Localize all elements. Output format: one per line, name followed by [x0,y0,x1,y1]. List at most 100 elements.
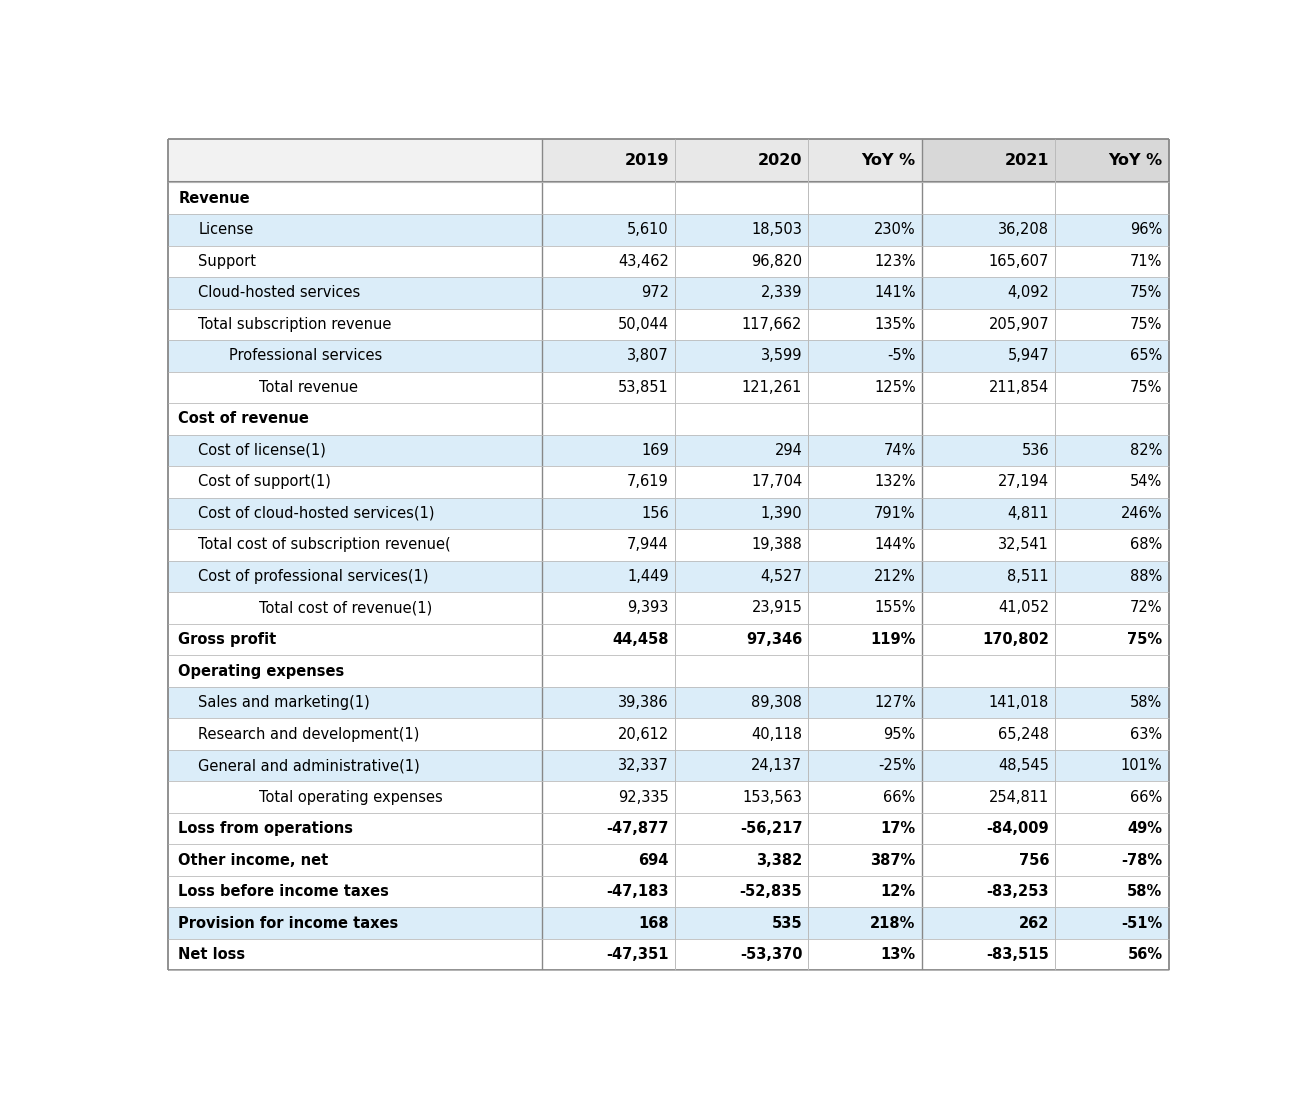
Text: 32,541: 32,541 [999,537,1050,552]
Bar [168,844,1168,876]
Text: 9,393: 9,393 [627,601,669,616]
Text: 19,388: 19,388 [751,537,802,552]
Text: 24,137: 24,137 [751,758,802,773]
Text: 119%: 119% [870,632,915,647]
Text: Total subscription revenue: Total subscription revenue [198,317,391,332]
Bar [168,497,1168,529]
Text: Cost of license(1): Cost of license(1) [198,442,326,458]
Text: Total operating expenses: Total operating expenses [259,789,443,805]
Text: 4,527: 4,527 [760,569,802,584]
Text: 132%: 132% [874,474,915,490]
Text: 17%: 17% [880,821,915,836]
Bar [168,750,1168,782]
Text: 1,449: 1,449 [627,569,669,584]
Text: 95%: 95% [883,727,915,741]
Text: -5%: -5% [887,348,915,363]
Text: 58%: 58% [1127,884,1162,899]
Bar [168,403,1168,435]
Text: 5,947: 5,947 [1008,348,1050,363]
Text: 4,811: 4,811 [1008,506,1050,520]
Text: 39,386: 39,386 [618,695,669,710]
Text: 170,802: 170,802 [982,632,1050,647]
Text: 75%: 75% [1128,632,1162,647]
Text: 254,811: 254,811 [988,789,1050,805]
Text: 125%: 125% [874,380,915,395]
Text: 88%: 88% [1131,569,1162,584]
Bar [168,435,1168,467]
Text: -83,515: -83,515 [986,948,1050,962]
Text: Loss before income taxes: Loss before income taxes [179,884,389,899]
Text: Cost of support(1): Cost of support(1) [198,474,331,490]
Text: 75%: 75% [1131,317,1162,332]
Text: 68%: 68% [1131,537,1162,552]
Text: 230%: 230% [874,222,915,237]
Text: Gross profit: Gross profit [179,632,276,647]
Text: 141%: 141% [874,285,915,301]
Text: 117,662: 117,662 [742,317,802,332]
Bar [168,214,1168,246]
Text: General and administrative(1): General and administrative(1) [198,758,420,773]
Bar [168,686,1168,718]
Text: 155%: 155% [874,601,915,616]
Text: 40,118: 40,118 [751,727,802,741]
Text: 127%: 127% [874,695,915,710]
Text: 53,851: 53,851 [618,380,669,395]
Text: -56,217: -56,217 [739,821,802,836]
Text: Support: Support [198,254,257,269]
Text: Professional services: Professional services [228,348,382,363]
Text: 246%: 246% [1121,506,1162,520]
Text: 294: 294 [775,442,802,458]
Text: -47,877: -47,877 [606,821,669,836]
Text: Loss from operations: Loss from operations [179,821,353,836]
Text: 65,248: 65,248 [998,727,1050,741]
Text: 82%: 82% [1131,442,1162,458]
Text: 121,261: 121,261 [742,380,802,395]
Text: 791%: 791% [874,506,915,520]
Bar [168,656,1168,686]
Text: Operating expenses: Operating expenses [179,663,344,679]
Text: 89,308: 89,308 [751,695,802,710]
Text: -47,351: -47,351 [606,948,669,962]
Bar [168,529,1168,561]
Text: 205,907: 205,907 [988,317,1050,332]
Text: Total cost of subscription revenue(: Total cost of subscription revenue( [198,537,451,552]
Bar [168,876,1168,907]
Text: 27,194: 27,194 [998,474,1050,490]
Bar [168,182,1168,214]
Text: -53,370: -53,370 [739,948,802,962]
Text: -52,835: -52,835 [739,884,802,899]
Bar [922,138,1168,182]
Text: Provision for income taxes: Provision for income taxes [179,916,399,931]
Text: YoY %: YoY % [1108,153,1162,168]
Text: Total revenue: Total revenue [259,380,359,395]
Text: Cost of revenue: Cost of revenue [179,412,309,426]
Text: 12%: 12% [880,884,915,899]
Text: 972: 972 [640,285,669,301]
Text: 66%: 66% [1131,789,1162,805]
Text: 168: 168 [638,916,669,931]
Text: 694: 694 [639,853,669,867]
Text: 20,612: 20,612 [618,727,669,741]
Bar [168,138,541,182]
Text: 43,462: 43,462 [618,254,669,269]
Text: 50,044: 50,044 [618,317,669,332]
Text: 72%: 72% [1131,601,1162,616]
Text: 5,610: 5,610 [627,222,669,237]
Bar [168,592,1168,624]
Text: 13%: 13% [880,948,915,962]
Text: -78%: -78% [1121,853,1162,867]
Text: 2019: 2019 [625,153,669,168]
Bar [168,277,1168,309]
Text: Cost of cloud-hosted services(1): Cost of cloud-hosted services(1) [198,506,434,520]
Text: 3,599: 3,599 [760,348,802,363]
Text: 75%: 75% [1131,380,1162,395]
Text: 17,704: 17,704 [751,474,802,490]
Text: 156: 156 [642,506,669,520]
Text: 536: 536 [1021,442,1050,458]
Bar [168,813,1168,844]
Text: 96,820: 96,820 [751,254,802,269]
Text: Total cost of revenue(1): Total cost of revenue(1) [259,601,432,616]
Text: 8,511: 8,511 [1008,569,1050,584]
Text: Other income, net: Other income, net [179,853,329,867]
Text: 144%: 144% [874,537,915,552]
